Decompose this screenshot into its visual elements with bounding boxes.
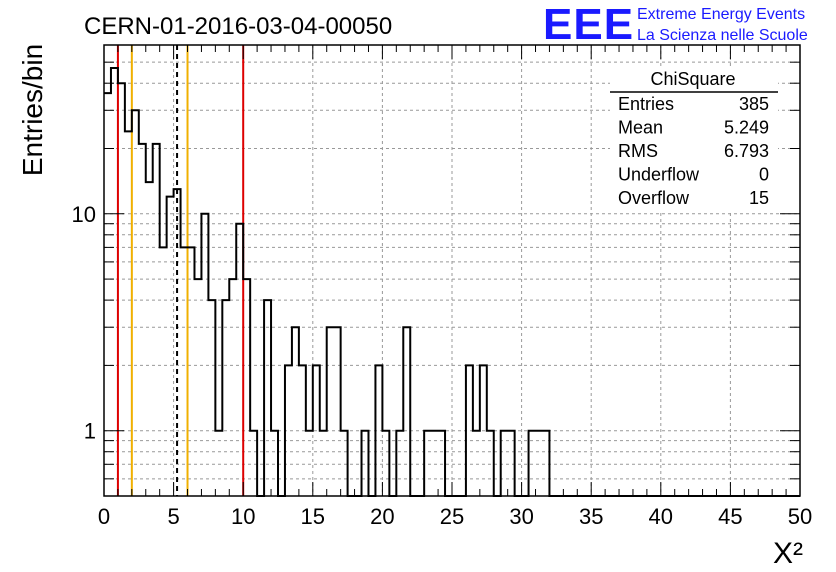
x-tick-label: 30 bbox=[509, 504, 533, 529]
x-tick-label: 35 bbox=[579, 504, 603, 529]
x-tick-label: 50 bbox=[788, 504, 812, 529]
reference-lines bbox=[116, 45, 245, 496]
chart-title: CERN-01-2016-03-04-00050 bbox=[84, 13, 392, 40]
stats-value: 0 bbox=[759, 165, 769, 185]
stats-value: 6.793 bbox=[724, 141, 769, 161]
y-axis-label: Entries/bin bbox=[17, 44, 48, 176]
logo-line-2: La Scienza nelle Scuole bbox=[637, 27, 808, 44]
stats-value: 385 bbox=[739, 94, 769, 114]
stats-label: Entries bbox=[618, 94, 674, 114]
x-tick-label: 45 bbox=[718, 504, 742, 529]
x-axis-label: X² bbox=[773, 537, 803, 570]
stats-label: Overflow bbox=[618, 188, 690, 208]
x-tick-label: 20 bbox=[370, 504, 394, 529]
y-tick-label: 1 bbox=[84, 419, 96, 444]
stats-title: ChiSquare bbox=[650, 69, 735, 89]
y-tick-label: 10 bbox=[72, 202, 96, 227]
stats-value: 15 bbox=[749, 188, 769, 208]
axis-ticks bbox=[103, 44, 801, 497]
stats-label: Mean bbox=[618, 118, 663, 138]
x-tick-label: 25 bbox=[440, 504, 464, 529]
tick-labels: 0 5 10 15 20 25 30 35 40 45 50 1 10 bbox=[72, 202, 813, 529]
x-tick-label: 5 bbox=[167, 504, 179, 529]
x-tick-label: 0 bbox=[98, 504, 110, 529]
eee-logo: EEE Extreme Energy Events La Scienza nel… bbox=[543, 0, 808, 49]
x-tick-label: 10 bbox=[231, 504, 255, 529]
logo-line-1: Extreme Energy Events bbox=[637, 6, 805, 23]
x-tick-label: 15 bbox=[301, 504, 325, 529]
eee-logo-text: EEE bbox=[543, 0, 634, 49]
stats-box: ChiSquare Entries 385 Mean 5.249 RMS 6.793 Und… bbox=[610, 66, 778, 212]
stats-value: 5.249 bbox=[724, 118, 769, 138]
stats-label: RMS bbox=[618, 141, 658, 161]
x-tick-label: 40 bbox=[649, 504, 673, 529]
stats-label: Underflow bbox=[618, 165, 700, 185]
